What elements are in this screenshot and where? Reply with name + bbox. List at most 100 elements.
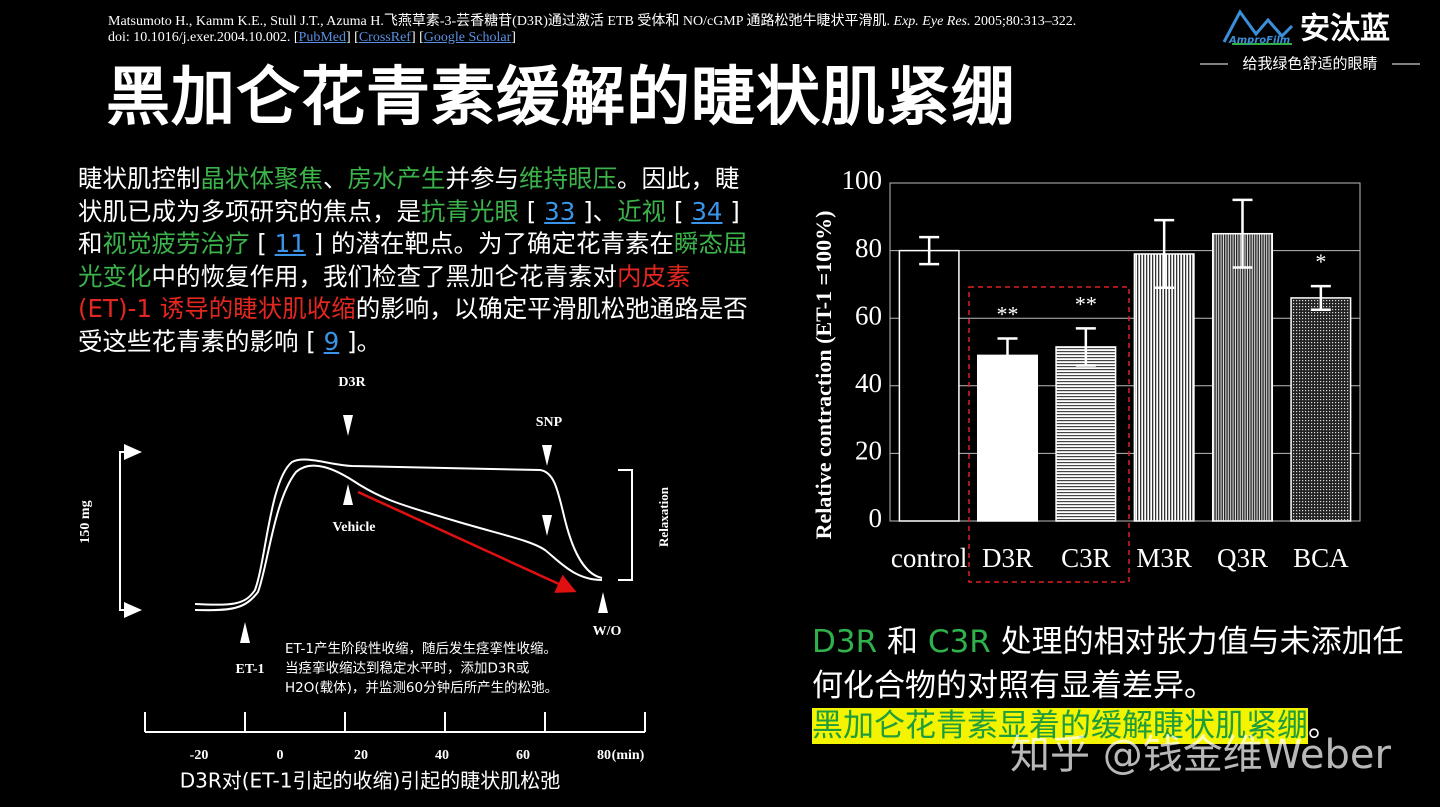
- citation-line: Matsumoto H., Kamm K.E., Stull J.T., Azu…: [108, 10, 1076, 30]
- reference-link[interactable]: PubMed: [298, 30, 346, 45]
- text-run: [: [519, 196, 545, 226]
- significance-mark: **: [1075, 291, 1097, 316]
- y-axis-label: Relative contraction (ET-1 =100%): [811, 211, 836, 540]
- text-run: ]、: [575, 196, 618, 226]
- relaxation-bracket: [618, 469, 633, 581]
- time-axis-ticks: -20 0 20 40 60 80: [144, 712, 646, 763]
- reference-link[interactable]: 33: [544, 196, 576, 226]
- plot-frame: [889, 182, 1361, 522]
- text-run: 的影响，以确定平滑肌松弛通路是否受这些花青素的影响 [: [78, 294, 748, 356]
- logo-name: 安汰蓝: [1300, 12, 1390, 47]
- text-run: 内皮素 (ET)-1 诱导的睫状肌收缩: [78, 261, 691, 324]
- text-run: ] [: [410, 30, 424, 45]
- text-run: 并参与: [445, 164, 520, 193]
- text-run: ] [: [346, 30, 359, 45]
- y-tick-label: 40: [855, 368, 882, 398]
- bar: [1055, 346, 1117, 522]
- logo-brand: AmproFilm: [1228, 35, 1290, 46]
- citation-line: doi: 10.1016/j.exer.2004.10.002. [PubMed…: [108, 30, 516, 46]
- x-tick-label: control: [891, 543, 967, 573]
- axis-tick-label: 40: [435, 748, 449, 763]
- text-run: ]。: [339, 326, 382, 356]
- axis-tick-label: 20: [354, 748, 368, 763]
- trace-d3r: [194, 464, 603, 612]
- y-tick-label: 80: [855, 233, 882, 263]
- reference-link[interactable]: CrossRef: [358, 30, 411, 45]
- body-paragraph: 睫状肌控制晶状体聚焦、房水产生并参与维持眼压。因此，睫状肌已成为多项研究的焦点，…: [78, 163, 758, 358]
- text-run: [: [249, 229, 275, 258]
- trace-snp: [194, 458, 603, 606]
- reference-link[interactable]: Google Scholar: [423, 30, 512, 45]
- axis-tick-label: 0: [277, 748, 284, 763]
- diagram-label: ET-1: [235, 662, 264, 677]
- text-run: doi: 10.1016/j.exer.2004.10.002. [: [108, 30, 299, 45]
- text-run: 视觉疲劳治疗: [102, 229, 250, 258]
- axis-tick-label: 60: [516, 748, 530, 763]
- bar: [976, 354, 1039, 522]
- diagram-label: D3R: [338, 375, 366, 390]
- error-bar: [1310, 284, 1331, 311]
- marker-arrow: [343, 484, 353, 505]
- error-bar: [1075, 327, 1096, 367]
- reference-link[interactable]: 9: [323, 326, 340, 356]
- conclusion-highlight: 黑加仑花青素显着的缓解睫状肌紧绷。: [812, 704, 1339, 748]
- x-tick-label: C3R: [1061, 543, 1111, 573]
- slide-title: 黑加仑花青素缓解的睫状肌紧绷: [106, 61, 1016, 135]
- logo-slogan: 给我绿色舒适的眼睛: [1242, 55, 1377, 73]
- diagram-caption: D3R对(ET-1引起的收缩)引起的睫状肌松弛: [180, 769, 561, 793]
- text-run: 和: [877, 624, 928, 660]
- y-tick-label: 0: [869, 503, 883, 533]
- text-run: 维持眼压: [519, 164, 617, 193]
- error-bar: [997, 337, 1018, 374]
- diagram-note: ET-1产生阶段性收缩，随后发生痉挛性收缩。当痉挛收缩达到稳定水平时，添加D3R…: [285, 640, 558, 696]
- text-run: 抗青光眼: [421, 196, 519, 226]
- marker-arrow: [240, 622, 250, 643]
- bar: [1211, 232, 1274, 522]
- scale-bracket: [119, 451, 138, 611]
- text-run: [: [666, 196, 692, 226]
- x-tick-label: BCA: [1293, 543, 1349, 573]
- highlight-box: [968, 286, 1130, 583]
- bar: [1133, 253, 1195, 522]
- text-run: 2005;80:313–322.: [970, 14, 1077, 29]
- reference-link[interactable]: 34: [691, 196, 723, 226]
- x-tick-label: M3R: [1136, 543, 1192, 573]
- logo-mark: [1222, 9, 1294, 43]
- y-tick-label: 20: [855, 436, 882, 466]
- trend-arrow: [357, 490, 577, 593]
- marker-arrow: [343, 415, 353, 436]
- text-run: ] 和: [78, 196, 740, 259]
- error-bar: [919, 235, 940, 266]
- diagram-label: 150 mg: [78, 500, 93, 543]
- y-tick-label: 60: [855, 300, 882, 330]
- text-run: 、: [323, 164, 348, 193]
- axis-unit: (min): [612, 748, 645, 763]
- text-run: 晶状体聚焦: [200, 164, 324, 193]
- text-run: 睫状肌控制: [78, 164, 201, 193]
- conclusion: D3R 和 C3R 处理的相对张力值与未添加任何化合物的对照有显着差异。: [812, 620, 1422, 708]
- error-bar: [1232, 198, 1253, 269]
- bar: [898, 249, 960, 522]
- marker-arrow: [542, 515, 552, 536]
- text-run: ] 的潜在靶点。为了确定花青素在: [305, 229, 674, 258]
- error-bar: [1154, 218, 1175, 290]
- x-tick-label: Q3R: [1217, 543, 1268, 573]
- text-run: 黑加仑花青素显着的缓解睫状肌紧绷: [812, 708, 1308, 744]
- bar: [1290, 297, 1352, 522]
- text-run: 。因此，睫状肌已成为多项研究的焦点，是: [78, 164, 740, 226]
- watermark: 知乎 @钱金维Weber: [1010, 732, 1391, 778]
- diagram-label: Vehicle: [332, 520, 375, 535]
- axis-tick-label: 80: [597, 748, 611, 763]
- note-line: ET-1产生阶段性收缩，随后发生痉挛性收缩。: [285, 640, 557, 657]
- reference-link[interactable]: 11: [274, 229, 306, 258]
- text-run: D3R: [812, 624, 878, 660]
- text-run: ]: [511, 30, 516, 45]
- diagram-label: W/O: [593, 624, 622, 639]
- marker-arrow: [598, 592, 608, 613]
- text-run: 瞬态屈光变化: [78, 229, 748, 291]
- significance-mark: **: [997, 302, 1019, 327]
- significance-mark: *: [1315, 249, 1326, 274]
- text-run: Matsumoto H., Kamm K.E., Stull J.T., Azu…: [108, 14, 894, 29]
